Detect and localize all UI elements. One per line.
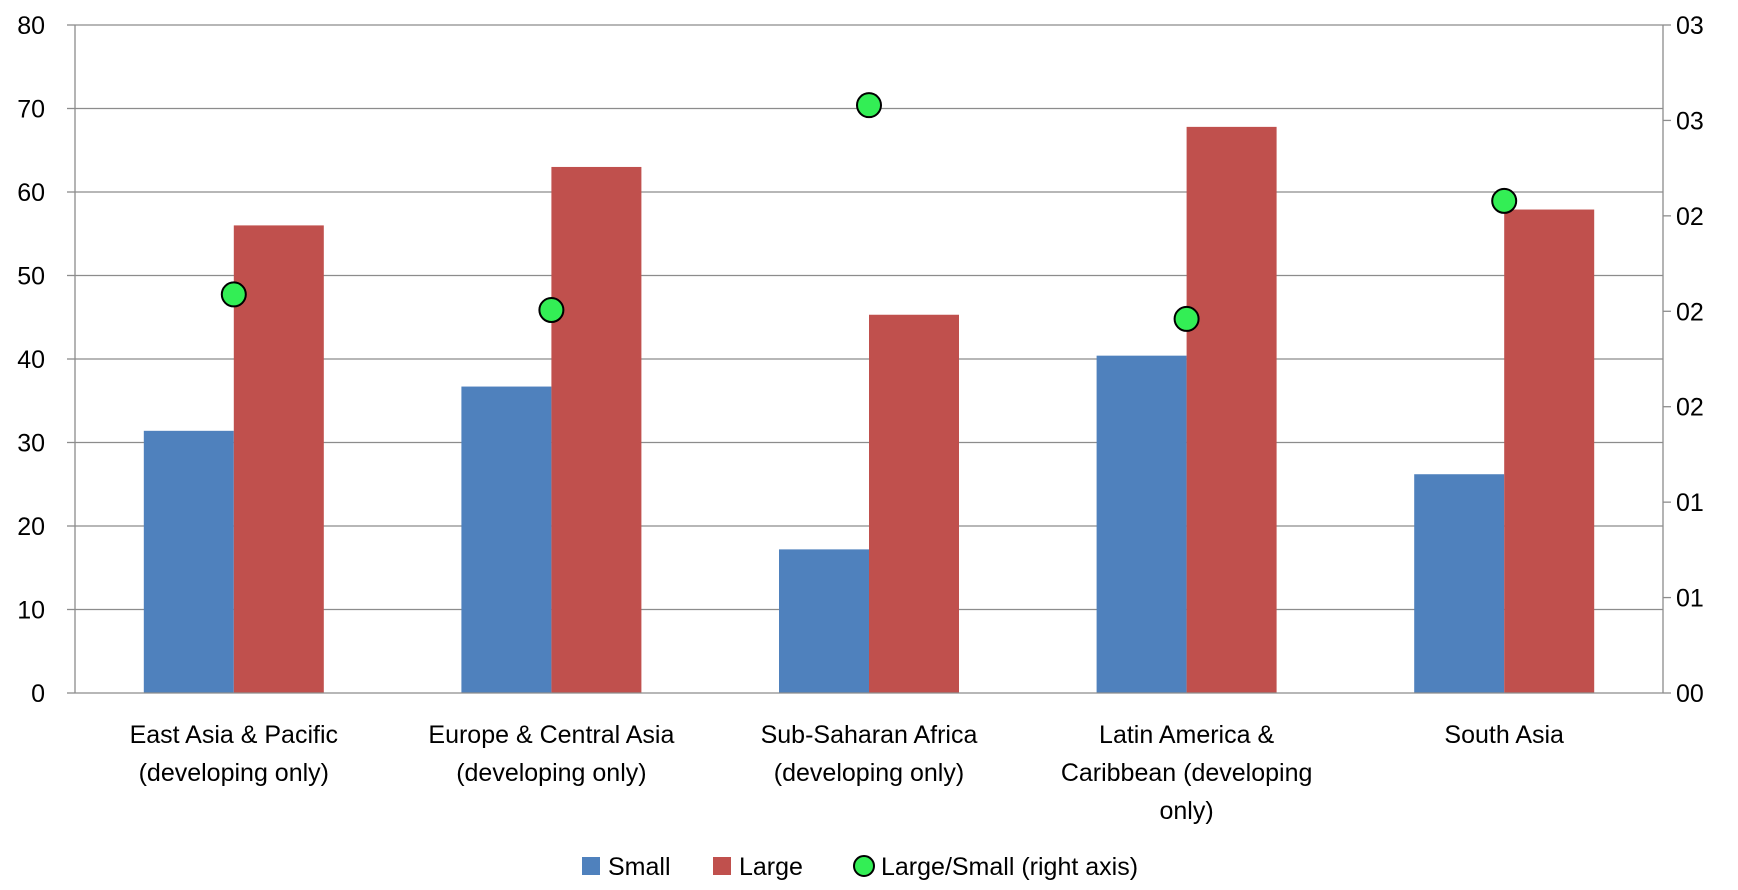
bar-small [143,430,234,693]
category-label: East Asia & Pacific [130,721,338,749]
right-axis-tick-label: 01 [1676,585,1704,613]
category-label: Latin America & [1099,721,1274,749]
ratio-point [1491,187,1518,214]
legend-marker [853,855,875,877]
ratio-point [1173,305,1200,332]
left-axis-tick-label: 0 [31,680,45,708]
bar-large [1186,126,1277,694]
legend-swatch [582,857,600,875]
legend-label: Large/Small (right axis) [881,853,1138,881]
right-axis-tick-label: 03 [1676,12,1704,40]
legend-label: Small [608,853,671,881]
left-axis-tick-label: 60 [17,179,45,207]
bar-small [779,549,869,693]
left-axis-tick-label: 30 [17,430,45,458]
right-axis-tick-label: 03 [1676,107,1704,135]
legend-swatch [713,857,731,875]
left-axis-tick-label: 40 [17,346,45,374]
bar-large [1504,209,1595,693]
category-label: Europe & Central Asia [428,721,674,749]
left-axis-tick-label: 20 [17,513,45,541]
ratio-point [538,297,565,324]
bar-large [869,314,959,693]
ratio-point [220,281,247,308]
left-axis-tick-label: 50 [17,263,45,291]
category-label: Caribbean (developing [1061,759,1313,787]
category-label: (developing only) [456,759,646,787]
left-axis-tick-label: 70 [17,96,45,124]
left-axis-tick-label: 80 [17,12,45,40]
bar-small [461,386,552,693]
right-axis-tick-label: 00 [1676,680,1704,708]
right-axis-tick-label: 01 [1676,489,1704,517]
category-label: only) [1160,797,1214,825]
left-axis-tick-label: 10 [17,597,45,625]
category-label: (developing only) [774,759,964,787]
category-label: (developing only) [139,759,329,787]
ratio-point [856,92,882,119]
right-axis-tick-label: 02 [1676,298,1704,326]
bar-small [1414,474,1505,693]
bar-large [233,225,324,693]
bar-large [551,166,642,693]
right-axis-tick-label: 02 [1676,203,1704,231]
legend-label: Large [739,853,803,881]
bar-small [1096,355,1187,693]
right-axis-tick-label: 02 [1676,394,1704,422]
category-label: South Asia [1444,721,1564,749]
category-label: Sub-Saharan Africa [761,721,978,749]
